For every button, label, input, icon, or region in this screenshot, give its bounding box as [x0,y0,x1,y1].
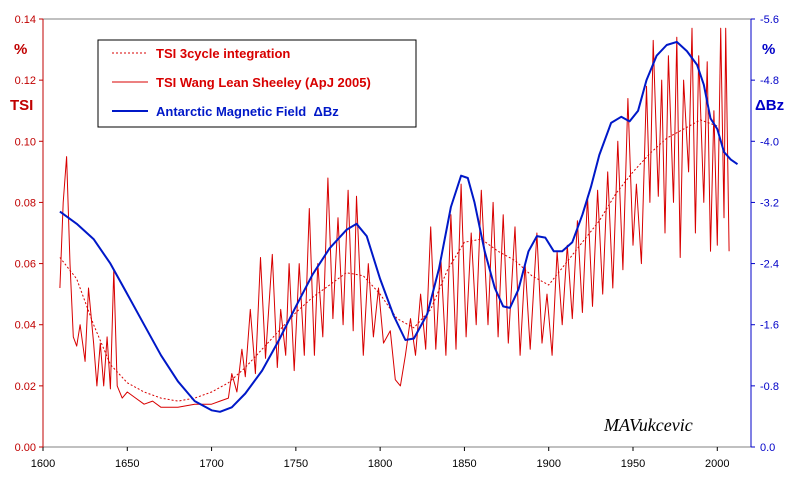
x-tick-label: 1800 [368,458,392,470]
series-antarctic-magnetic-field [59,40,739,413]
left-tick-label: 0.12 [15,75,36,87]
right-tick-label: -3.2 [760,197,779,209]
legend-label-tsi-wang: TSI Wang Lean Sheeley (ApJ 2005) [156,75,371,90]
left-tick-label: 0.10 [15,136,36,148]
left-tick-label: 0.00 [15,442,36,454]
right-tick-label: -4.0 [760,136,779,148]
legend-label-tsi-3cycle: TSI 3cycle integration [156,46,290,61]
x-tick-label: 1950 [621,458,645,470]
legend-box [97,39,417,128]
left-tick-label: 0.04 [15,320,36,332]
legend: TSI 3cycle integration TSI Wang Lean She… [97,39,417,128]
right-tick-label: -1.6 [760,320,779,332]
right-tick-label: -4.8 [760,75,779,87]
left-axis-label: TSI [10,97,33,114]
right-tick-label: -5.6 [760,14,779,26]
right-tick-label: -0.8 [760,381,779,393]
right-tick-label: 0.0 [760,442,775,454]
signature-annotation: MAVukcevic [603,415,693,435]
x-tick-label: 2000 [705,458,729,470]
x-tick-label: 1700 [199,458,223,470]
left-tick-label: 0.06 [15,259,36,271]
right-axis-ticks: 0.0 -0.8 -1.6 -2.4 -3.2 -4.0 -4.8 -5.6 [751,14,779,454]
left-tick-label: 0.08 [15,197,36,209]
x-tick-label: 1900 [536,458,560,470]
left-axis-unit: % [14,41,27,58]
x-axis-ticks: 1600 1650 1700 1750 1800 1850 1900 1950 2000 [31,447,730,470]
x-tick-label: 1650 [115,458,139,470]
left-tick-label: 0.02 [15,381,36,393]
x-tick-label: 1750 [284,458,308,470]
x-tick-label: 1600 [31,458,55,470]
right-axis-label: ΔBz [755,97,784,114]
right-axis-unit: % [762,41,775,58]
left-axis-ticks: 0.00 0.02 0.04 0.06 0.08 0.10 0.12 0.14 [15,14,43,454]
left-tick-label: 0.14 [15,14,36,26]
series-layer [59,27,739,413]
right-tick-label: -2.4 [760,259,779,271]
x-tick-label: 1850 [452,458,476,470]
series-tsi-3cycle-integration [59,119,718,402]
legend-label-magnetic-field: Antarctic Magnetic Field ΔBz [156,104,339,119]
